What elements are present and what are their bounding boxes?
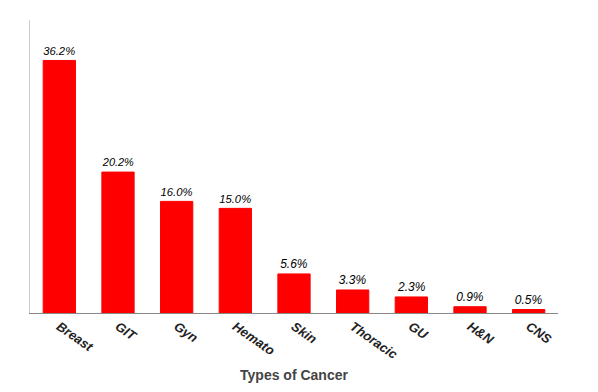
svg-text:2.3%: 2.3% xyxy=(397,280,426,294)
svg-text:Hemato: Hemato xyxy=(230,319,278,359)
svg-text:5.6%: 5.6% xyxy=(280,257,308,271)
svg-text:0.5%: 0.5% xyxy=(515,293,543,307)
svg-text:H&N: H&N xyxy=(465,319,497,348)
svg-text:16.0%: 16.0% xyxy=(161,186,193,198)
svg-text:20.2%: 20.2% xyxy=(102,156,134,168)
svg-text:15.0%: 15.0% xyxy=(219,193,251,205)
svg-text:0.9%: 0.9% xyxy=(456,290,484,304)
svg-text:Gyn: Gyn xyxy=(171,319,200,346)
svg-text:GIT: GIT xyxy=(113,319,140,344)
svg-text:36.2%: 36.2% xyxy=(43,45,75,57)
svg-text:Skin: Skin xyxy=(289,319,320,347)
svg-text:Breast: Breast xyxy=(54,319,96,355)
svg-text:3.3%: 3.3% xyxy=(339,273,367,287)
svg-text:Types of Cancer: Types of Cancer xyxy=(240,367,348,383)
svg-text:CNS: CNS xyxy=(523,319,554,347)
svg-text:Thoracic: Thoracic xyxy=(347,319,401,363)
svg-text:GU: GU xyxy=(406,319,431,343)
